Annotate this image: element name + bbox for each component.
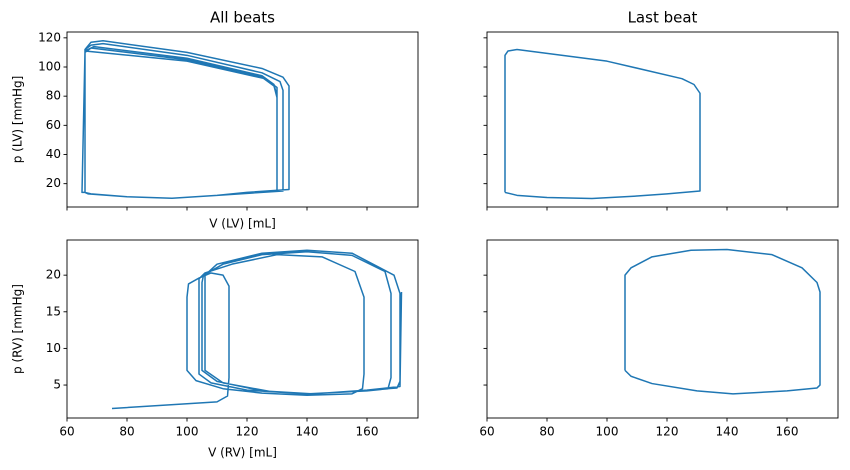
y-tick-label: 40: [46, 147, 61, 161]
y-tick-label: 80: [46, 89, 61, 103]
x-tick-label: 120: [236, 425, 259, 439]
y-tick-label: 20: [46, 268, 61, 282]
axes-frame: [66, 239, 419, 419]
y-tick-label: 60: [46, 118, 61, 132]
axes-title: All beats: [210, 9, 275, 27]
x-tick-label: 100: [596, 425, 619, 439]
axes-frame: [66, 31, 419, 208]
y-tick-label: 120: [38, 30, 61, 44]
y-tick-label: 20: [46, 176, 61, 190]
y-axis-label: p (RV) [mmHg]: [11, 284, 25, 374]
x-tick-label: 80: [119, 425, 134, 439]
x-tick-label: 140: [716, 425, 739, 439]
x-axis-label: V (RV) [mL]: [208, 446, 277, 460]
x-tick-label: 120: [656, 425, 679, 439]
axes-frame: [486, 31, 839, 208]
x-tick-label: 160: [356, 425, 379, 439]
axes-frame: [486, 239, 839, 419]
x-tick-label: 80: [539, 425, 554, 439]
y-tick-label: 10: [46, 341, 61, 355]
y-tick-label: 100: [38, 60, 61, 74]
x-tick-label: 160: [776, 425, 799, 439]
pv-loop: [111, 249, 403, 410]
axes-title: Last beat: [628, 9, 698, 27]
y-tick-label: 5: [53, 378, 61, 392]
y-axis-label: p (LV) [mmHg]: [11, 76, 25, 164]
x-tick-label: 100: [176, 425, 199, 439]
x-tick-label: 60: [59, 425, 74, 439]
x-tick-label: 60: [479, 425, 494, 439]
x-axis-label: V (LV) [mL]: [209, 217, 276, 231]
pv-loop: [81, 40, 290, 199]
y-tick-label: 15: [46, 304, 61, 318]
x-tick-label: 140: [296, 425, 319, 439]
pv-loop: [624, 248, 821, 395]
pv-loop: [504, 48, 701, 200]
